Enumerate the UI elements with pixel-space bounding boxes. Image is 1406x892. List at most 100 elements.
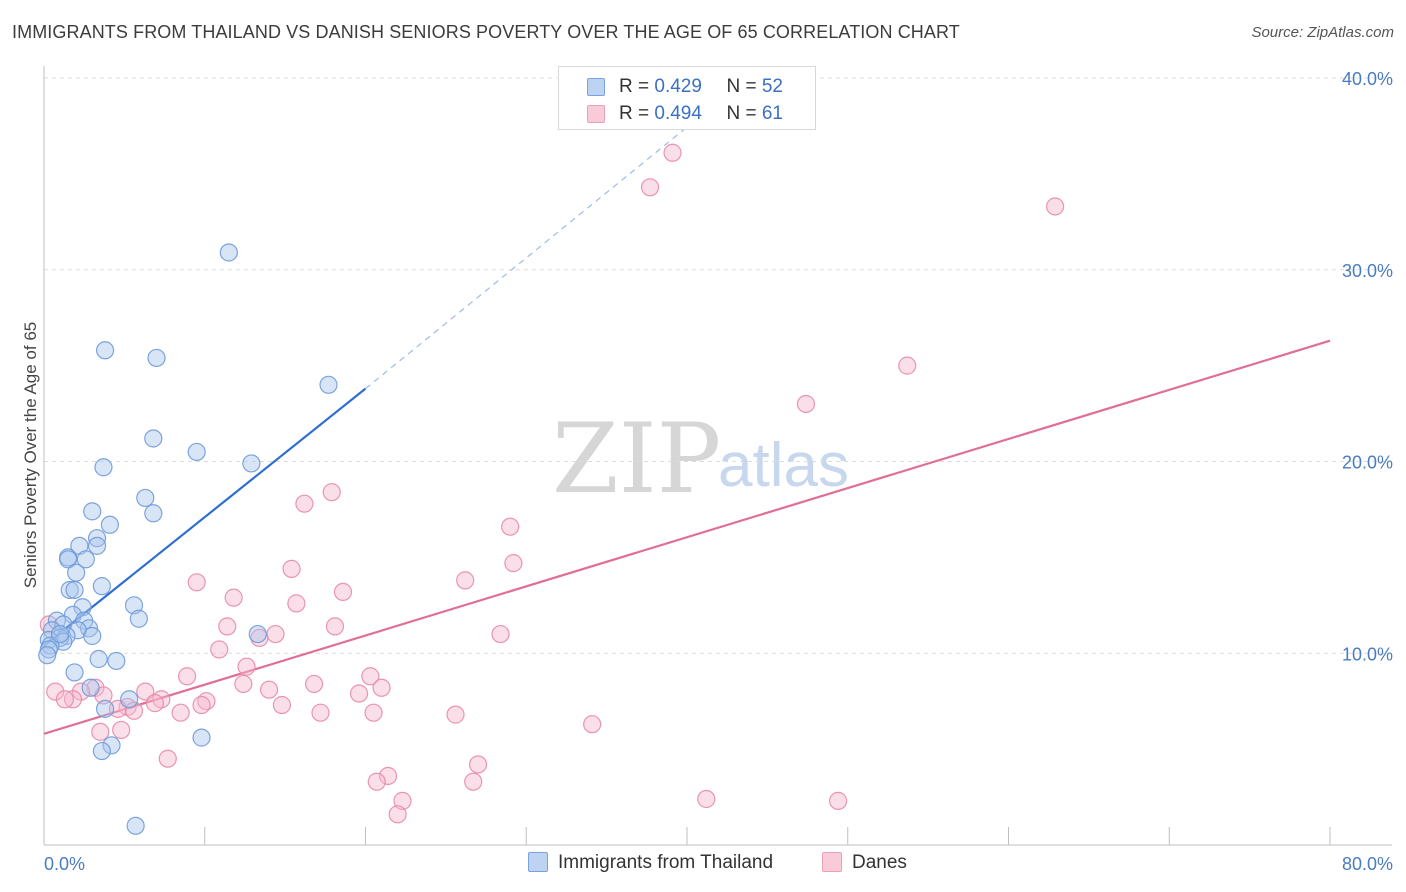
data-point-danes: [378, 766, 398, 786]
data-point-danes: [304, 674, 324, 694]
data-point-thailand: [83, 626, 102, 646]
data-point-thailand: [136, 488, 155, 508]
legend-r-label: R =: [619, 76, 655, 97]
data-point-danes: [259, 680, 279, 699]
data-point-danes: [171, 703, 190, 722]
legend-swatch-blue: [587, 78, 605, 96]
data-point-thailand: [248, 624, 267, 644]
data-point-danes: [464, 772, 483, 791]
data-point-danes: [210, 640, 229, 659]
data-point-thailand: [107, 651, 126, 671]
data-point-thailand: [219, 243, 238, 262]
data-point-thailand: [95, 699, 115, 718]
data-point-danes: [388, 805, 407, 824]
data-point-danes: [192, 695, 211, 715]
trend-line-danes: [43, 339, 1331, 735]
data-point-thailand: [120, 690, 139, 709]
data-point-danes: [237, 657, 256, 676]
axes: [43, 66, 1392, 846]
data-point-thailand: [65, 580, 84, 600]
data-point-danes: [663, 143, 682, 162]
data-point-thailand: [38, 646, 57, 665]
data-point-danes: [124, 701, 144, 720]
data-point-danes: [1046, 197, 1065, 216]
legend-swatch-pink: [587, 105, 605, 123]
legend-label-thailand: Immigrants from Thailand: [558, 852, 774, 873]
data-point-danes: [583, 715, 602, 734]
data-point-danes: [112, 720, 131, 740]
data-point-danes: [361, 667, 380, 686]
data-point-danes: [829, 791, 848, 810]
legend-swatch-pink: [822, 852, 842, 872]
data-point-thailand: [87, 536, 107, 555]
data-point-thailand: [124, 596, 144, 615]
watermark-zip: ZIP: [552, 403, 721, 515]
legend-n-value: 52: [761, 76, 783, 97]
data-point-danes: [333, 582, 353, 601]
data-point-danes: [372, 678, 391, 697]
trend-lines: [43, 100, 1331, 735]
legend-n-label: N =: [726, 76, 762, 97]
data-point-danes: [266, 624, 285, 644]
data-point-thailand: [57, 626, 76, 646]
data-point-danes: [272, 695, 292, 715]
watermark-atlas: atlas: [718, 431, 849, 500]
data-point-danes: [468, 755, 488, 774]
data-point-danes: [177, 667, 197, 686]
y-axis-label: Seniors Poverty Over the Age of 65: [21, 322, 40, 588]
legend-n-label: N =: [726, 103, 762, 124]
chart-title: IMMIGRANTS FROM THAILAND VS DANISH SENIO…: [12, 22, 960, 42]
data-point-thailand: [102, 736, 121, 755]
legend-swatch-blue: [528, 852, 548, 872]
gridlines: [44, 77, 1390, 654]
source-label: Source: ZipAtlas.com: [1251, 24, 1394, 41]
data-point-thailand: [92, 577, 111, 596]
watermark: ZIP atlas: [552, 403, 849, 515]
data-point-thailand: [192, 728, 211, 747]
data-point-thailand: [126, 816, 145, 835]
legend-item-thailand: Immigrants from Thailand: [528, 852, 773, 874]
data-point-danes: [295, 494, 314, 513]
data-point-danes: [158, 749, 177, 768]
stats-legend: R = 0.429 N = 52 R = 0.494 N = 61: [558, 66, 816, 130]
data-point-thailand: [100, 515, 120, 534]
data-point-danes: [322, 483, 341, 502]
data-point-thailand: [50, 624, 70, 644]
data-point-thailand: [67, 563, 86, 582]
data-point-thailand: [319, 375, 338, 394]
data-point-thailand: [92, 741, 111, 761]
data-point-thailand: [87, 529, 107, 548]
data-point-thailand: [59, 550, 78, 569]
data-point-thailand: [65, 663, 84, 682]
data-point-danes: [504, 554, 523, 573]
legend-r-value: 0.429: [654, 76, 702, 97]
data-point-thailand: [187, 442, 206, 462]
y-tick-label: 30.0%: [1342, 261, 1393, 281]
data-point-thailand: [129, 609, 148, 628]
data-point-danes: [187, 573, 206, 592]
data-point-thailand: [89, 649, 108, 669]
data-point-thailand: [95, 341, 115, 360]
data-points: [38, 143, 1065, 835]
legend-r-label: R =: [619, 103, 655, 124]
data-point-danes: [91, 722, 110, 741]
data-point-danes: [491, 624, 510, 644]
data-point-danes: [697, 789, 716, 809]
data-point-danes: [796, 394, 816, 414]
data-point-danes: [46, 682, 65, 701]
data-point-danes: [55, 690, 74, 709]
data-point-thailand: [60, 580, 79, 600]
data-point-danes: [501, 517, 520, 536]
data-point-thailand: [73, 598, 92, 617]
tick-labels: 10.0% 20.0% 30.0% 40.0% 0.0% 80.0%: [44, 69, 1393, 874]
data-point-danes: [898, 356, 917, 375]
data-point-danes: [367, 772, 386, 791]
y-tick-label: 10.0%: [1342, 644, 1393, 664]
data-point-thailand: [83, 502, 102, 521]
data-point-danes: [145, 694, 165, 713]
x-tick-label: 80.0%: [1342, 854, 1393, 874]
data-point-danes: [234, 674, 253, 694]
y-tick-label: 20.0%: [1342, 453, 1393, 473]
data-point-danes: [364, 703, 383, 722]
data-point-danes: [456, 571, 475, 590]
